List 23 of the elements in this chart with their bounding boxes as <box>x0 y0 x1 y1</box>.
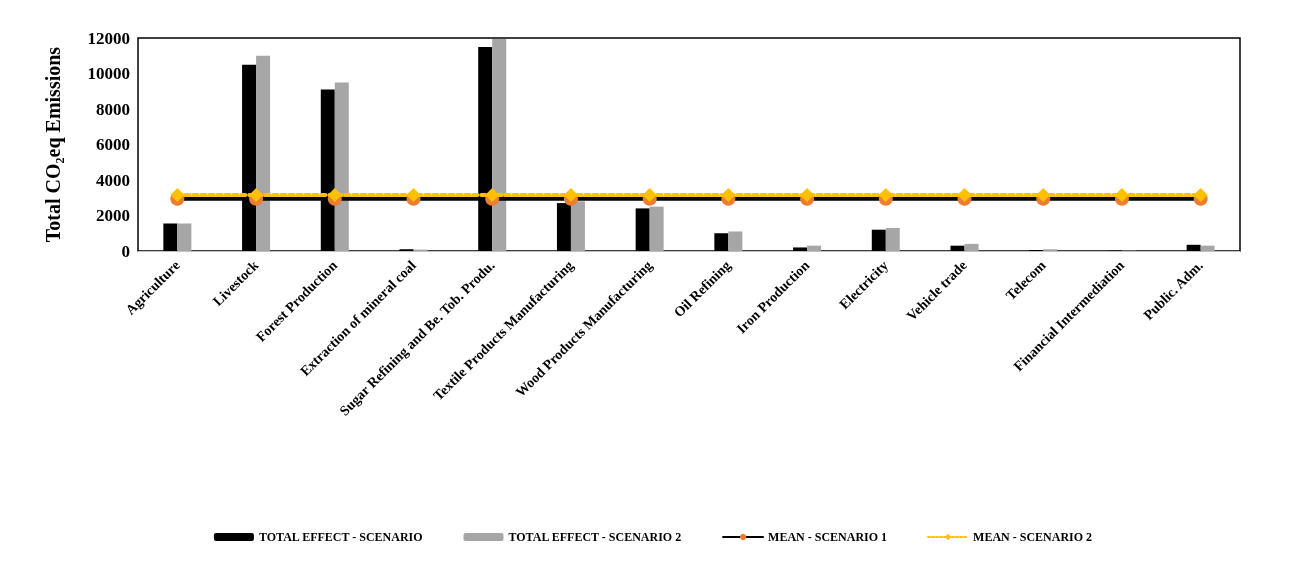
bar <box>964 243 979 251</box>
bar <box>570 201 585 251</box>
bar <box>177 223 192 251</box>
legend-label: TOTAL EFFECT - SCENARIO <box>258 530 423 544</box>
y-tick-label: 4000 <box>96 170 130 190</box>
bar <box>1200 245 1215 251</box>
bar <box>649 206 664 251</box>
legend-label: MEAN - SCENARIO 2 <box>973 530 1093 544</box>
y-tick-label: 10000 <box>87 64 130 83</box>
y-tick-label: 8000 <box>96 99 130 119</box>
bar <box>256 55 271 251</box>
y-tick-label: 6000 <box>96 135 130 154</box>
bar <box>885 227 900 251</box>
y-tick-label: 12000 <box>87 28 130 48</box>
bar <box>807 245 822 251</box>
y-tick-label: 2000 <box>96 206 130 225</box>
y-axis-title: Total CO₂eq Emissions <box>42 46 65 243</box>
y-tick-label: 0 <box>121 241 130 261</box>
legend-label: TOTAL EFFECT - SCENARIO 2 <box>508 530 682 544</box>
bar <box>728 231 743 251</box>
bar <box>334 82 349 251</box>
bar <box>492 38 507 251</box>
legend-label: MEAN - SCENARIO 1 <box>768 530 888 544</box>
